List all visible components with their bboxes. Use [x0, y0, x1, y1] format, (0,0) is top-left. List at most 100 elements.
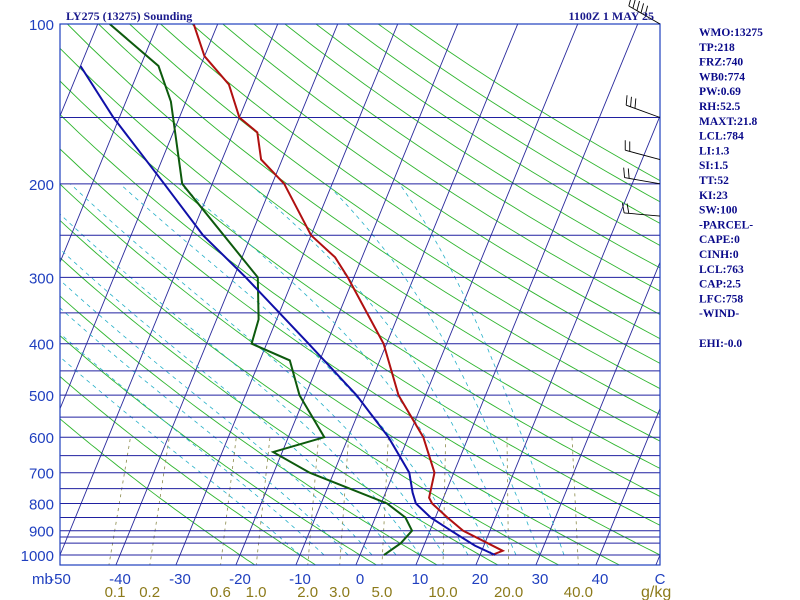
mixing-ratio-label: 0.6: [210, 584, 231, 600]
sounding-profiles: [79, 24, 506, 556]
wind-barb-feather: [636, 0, 640, 11]
isotherm-line: [595, 407, 660, 565]
pressure-tick-label: 500: [29, 388, 54, 405]
pressure-tick-labels: 100 200 300 400 500 600 700 800 900 1000: [21, 17, 54, 565]
dry-adiabat-line: [67, 24, 660, 442]
pressure-tick-label: 700: [29, 466, 54, 483]
pressure-tick-label: 800: [29, 497, 54, 514]
isotherm-line: [235, 24, 459, 565]
sounding-index-line: MAXT:21.8: [699, 116, 757, 128]
moist-adiabat-line: [60, 248, 397, 556]
sounding-index-line: LFC:758: [699, 293, 743, 305]
mixing-ratio-label: 0.2: [139, 584, 160, 600]
mixing-ratio-line: [442, 437, 447, 565]
sounding-index-line: CAPE:0: [699, 234, 740, 246]
isotherm-line: [535, 261, 660, 565]
dry-adiabat-line: [60, 219, 560, 565]
diagram-background-lines: [60, 24, 660, 565]
sounding-index-line: CAP:2.5: [699, 279, 741, 291]
wind-barb-staff: [624, 177, 661, 185]
isotherm-line: [355, 24, 579, 565]
wind-barb-feather: [634, 98, 637, 109]
sounding-index-line: -WIND-: [699, 308, 739, 320]
wind-barb-staff: [628, 5, 661, 25]
moist-adiabat-line: [60, 213, 421, 556]
parcel-path-line: [79, 65, 496, 556]
temperature-tick-label: C: [655, 571, 666, 588]
moist-adiabat-line: [119, 183, 469, 556]
moist-adiabat-line: [326, 183, 541, 556]
sounding-index-line: SW:100: [699, 205, 738, 217]
sounding-index-line: TP:218: [699, 42, 735, 54]
dry-adiabat-line: [60, 113, 660, 526]
mixing-ratio-line: [506, 437, 510, 565]
dry-adiabat-line: [160, 24, 660, 364]
mixing-ratio-line: [149, 437, 170, 565]
dry-adiabat-line: [60, 47, 660, 469]
pressure-tick-label: 200: [29, 177, 54, 194]
temperature-profile-line: [192, 24, 506, 556]
dry-adiabat-line: [315, 24, 660, 246]
sounding-index-line: FRZ:740: [699, 57, 743, 69]
pressure-unit-label: mb: [32, 571, 53, 588]
mixing-ratio-line: [307, 437, 319, 565]
wind-barb-feather: [632, 0, 636, 9]
wind-barbs: [621, 0, 661, 217]
sounding-index-line: LCL:763: [699, 264, 744, 276]
dry-adiabat-line: [60, 148, 660, 556]
temperature-tick-label: 20: [472, 571, 489, 588]
sounding-index-line: CINH:0: [699, 249, 739, 261]
isotherm-line: [115, 24, 339, 565]
pressure-tick-label: 1000: [21, 548, 54, 565]
moist-adiabat-line: [399, 183, 565, 556]
station-title: LY275 (13275) Sounding: [66, 9, 192, 23]
dry-adiabat-line: [253, 24, 660, 292]
sounding-index-line: RH:52.5: [699, 101, 740, 113]
mixing-ratio-unit-label: g/kg: [641, 584, 671, 600]
wind-barb-staff: [624, 212, 661, 217]
isotherm-line: [475, 114, 660, 565]
mixing-ratio-line: [255, 437, 271, 565]
temperature-tick-label: 40: [592, 571, 609, 588]
mixing-ratio-line: [339, 437, 350, 565]
isotherm-line: [415, 24, 639, 565]
sounding-index-line: -PARCEL-: [699, 219, 753, 231]
mixing-ratio-label: 2.0: [297, 584, 318, 600]
dry-adiabat-line: [129, 24, 660, 390]
dry-adiabat-line: [191, 24, 660, 340]
dry-adiabat-line: [60, 295, 438, 565]
mixing-ratio-label: 40.0: [564, 584, 593, 600]
valid-time: 1100Z 1 MAY 25: [569, 9, 654, 23]
dry-adiabat-line: [60, 257, 499, 565]
sounding-index-line: EHI:-0.0: [699, 338, 742, 350]
wind-barb: [628, 0, 661, 25]
wind-barb-feather: [640, 3, 645, 14]
wind-barb-feather: [623, 167, 625, 178]
temperature-tick-label: 10: [412, 571, 429, 588]
mixing-ratio-line: [108, 437, 131, 565]
wind-barb-feather: [627, 168, 630, 179]
isotherm-line: [60, 24, 99, 118]
dry-adiabat-line: [222, 24, 660, 316]
wind-barb-feather: [625, 95, 628, 106]
mixing-ratio-label: 3.0: [329, 584, 350, 600]
mixing-ratio-label: 1.0: [246, 584, 267, 600]
moist-adiabat-line: [60, 332, 325, 556]
temperature-tick-label: 30: [532, 571, 549, 588]
wind-barb: [623, 167, 661, 185]
dry-adiabat-line: [60, 418, 256, 565]
mixing-ratio-line: [220, 437, 237, 565]
sounding-index-line: WB0:774: [699, 71, 745, 83]
temperature-tick-label: 0: [356, 571, 364, 588]
wind-barb: [625, 95, 661, 118]
sounding-index-line: LI:1.3: [699, 145, 730, 157]
pressure-tick-label: 400: [29, 337, 54, 354]
mixing-ratio-labels: 0.1 0.2 0.6 1.0 2.0 3.0 5.0 10.0 20.0 40.0: [105, 584, 593, 600]
wind-barb: [624, 140, 661, 160]
isotherm-line: [60, 24, 279, 557]
mixing-ratio-line: [571, 437, 579, 565]
isotherm-line: [295, 24, 519, 565]
sounding-index-line: WMO:13275: [699, 27, 763, 39]
pressure-tick-label: 100: [29, 17, 54, 34]
temperature-tick-label: -10: [289, 571, 311, 588]
